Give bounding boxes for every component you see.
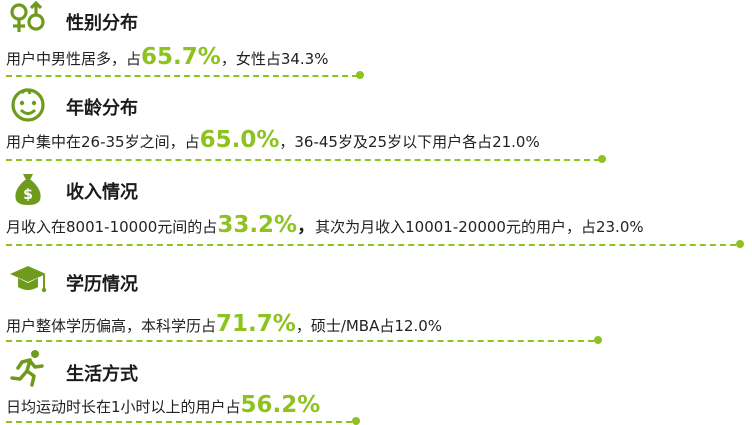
section-description: 用户中男性居多，占65.7%，女性占34.3% [6, 44, 328, 70]
description-text: 用户集中在26-35岁之间，占 [6, 133, 200, 151]
section-title: 收入情况 [66, 182, 138, 203]
description-text: 其次为月收入10001-20000元的用户，占23.0% [315, 218, 644, 236]
section-title: 年龄分布 [66, 98, 138, 119]
graduation-cap-icon [8, 260, 48, 300]
section-title: 性别分布 [66, 13, 138, 34]
description-text: 用户整体学历偏高，本科学历占 [6, 317, 217, 335]
divider-dot [594, 336, 602, 344]
dashed-divider [6, 244, 736, 246]
divider-dot [356, 71, 364, 79]
section-title: 学历情况 [66, 274, 138, 295]
dashed-divider [6, 159, 600, 161]
gender-icon [8, 0, 48, 40]
description-text: 日均运动时长在1小时以上的用户占 [6, 398, 241, 416]
section-description: 用户整体学历偏高，本科学历占71.7%，硕士/MBA占12.0% [6, 311, 442, 337]
dashed-divider [6, 75, 358, 77]
running-person-icon [8, 348, 48, 388]
section-description: 用户集中在26-35岁之间，占65.0%，36-45岁及25岁以下用户各占21.… [6, 127, 540, 153]
highlight-value: 71.7% [216, 311, 296, 337]
highlight-value: 56.2% [240, 392, 321, 418]
section-title: 生活方式 [66, 364, 138, 385]
description-text: 月收入在8001-10000元间的占 [6, 218, 218, 236]
description-text: ，女性占34.3% [220, 50, 329, 68]
description-text: ，36-45岁及25岁以下用户各占21.0% [279, 133, 540, 151]
money-bag-icon: $ [8, 168, 48, 208]
divider-dot [598, 155, 606, 163]
svg-text:$: $ [23, 187, 33, 203]
highlight-comma: ， [297, 216, 316, 237]
section-description: 日均运动时长在1小时以上的用户占56.2% [6, 392, 320, 418]
divider-dot [352, 417, 360, 425]
description-text: ，硕士/MBA占12.0% [295, 317, 443, 335]
dashed-divider [6, 340, 594, 342]
highlight-value: 65.0% [199, 127, 280, 153]
highlight-value: 65.7% [141, 44, 221, 70]
description-text: 用户中男性居多，占 [6, 50, 142, 68]
highlight-value: 33.2% [217, 212, 298, 238]
section-description: 月收入在8001-10000元间的占33.2%，其次为月收入10001-2000… [6, 212, 644, 238]
divider-dot [736, 240, 744, 248]
dashed-divider [6, 421, 352, 423]
baby-face-icon [8, 84, 48, 124]
